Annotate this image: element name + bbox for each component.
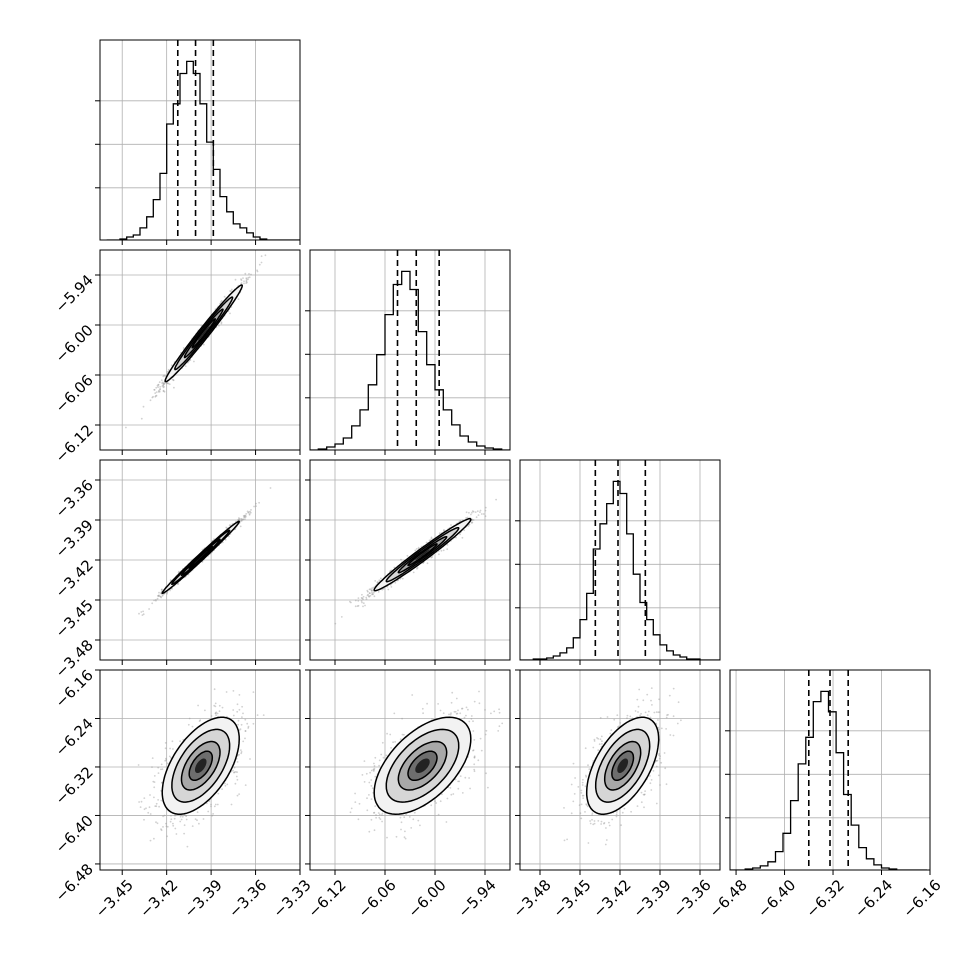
contour-line <box>385 728 460 803</box>
contour-line <box>164 284 243 383</box>
x-tick-label: −6.40 <box>754 876 799 921</box>
contour-line <box>174 296 234 371</box>
contour-line <box>594 728 651 803</box>
panel-frame <box>729 669 931 871</box>
x-tick-label: −6.16 <box>900 876 945 921</box>
contour-line <box>397 535 448 574</box>
x-tick-label: −3.42 <box>136 876 181 921</box>
panel-frame <box>309 669 511 871</box>
y-tick-label: −3.39 <box>52 516 97 561</box>
x-tick-label: −6.12 <box>305 876 350 921</box>
contour-line <box>180 538 221 577</box>
y-tick-label: −3.45 <box>52 596 97 641</box>
x-tick-label: −6.00 <box>405 876 450 921</box>
panel-frame <box>99 39 301 241</box>
histogram-step <box>520 480 720 660</box>
contour-line <box>603 740 642 791</box>
density-panel <box>349 690 504 840</box>
x-tick-label: −3.39 <box>181 876 226 921</box>
density-panel <box>137 688 265 848</box>
y-tick-label: −6.00 <box>52 321 97 366</box>
x-tick-label: −3.45 <box>550 876 595 921</box>
x-tick-label: −5.94 <box>455 876 500 921</box>
contour-line <box>611 750 635 782</box>
x-tick-label: −6.32 <box>803 876 848 921</box>
histogram-step <box>310 270 510 450</box>
contour-line <box>171 728 231 803</box>
x-tick-label: −6.06 <box>355 876 400 921</box>
contour-line <box>373 716 472 815</box>
contour-line <box>188 545 214 569</box>
x-tick-label: −3.33 <box>270 876 315 921</box>
histogram-step <box>106 60 300 240</box>
contour-line <box>171 529 231 586</box>
contour-line <box>373 517 472 592</box>
contour-line <box>191 317 217 349</box>
y-tick-label: −6.06 <box>52 371 97 416</box>
contour-line <box>180 740 221 791</box>
density-panel <box>334 498 497 625</box>
contour-line <box>585 716 660 815</box>
density-panel <box>125 254 267 429</box>
histogram-step <box>730 690 927 870</box>
y-tick-label: −3.42 <box>52 556 97 601</box>
x-tick-label: −3.48 <box>510 876 555 921</box>
y-tick-label: −6.32 <box>52 763 97 808</box>
panel-frame <box>309 249 511 451</box>
y-tick-label: −6.40 <box>52 812 97 857</box>
x-tick-label: −3.45 <box>92 876 137 921</box>
panel-frame <box>99 669 301 871</box>
x-tick-label: −3.42 <box>590 876 635 921</box>
contour-line <box>397 740 448 791</box>
density-panel <box>138 487 272 616</box>
contour-line <box>385 526 460 583</box>
y-tick-label: −6.48 <box>52 860 97 905</box>
data-layer <box>106 40 927 870</box>
contour-line <box>188 750 214 782</box>
contour-line <box>161 716 240 815</box>
x-tick-label: −3.36 <box>225 876 270 921</box>
y-tick-label: −6.24 <box>52 715 97 760</box>
y-tick-label: −5.94 <box>52 271 97 316</box>
contour-line <box>407 750 438 782</box>
x-tick-label: −3.36 <box>670 876 715 921</box>
y-tick-label: −6.12 <box>52 421 97 466</box>
x-tick-label: −3.39 <box>630 876 675 921</box>
panel-bg <box>100 40 300 240</box>
y-tick-label: −3.36 <box>52 476 97 521</box>
panel-frame <box>99 249 301 451</box>
contour-line <box>183 308 224 359</box>
panel-bg <box>100 250 300 450</box>
contour-line <box>407 543 438 567</box>
x-tick-label: −6.48 <box>706 876 751 921</box>
grid-layer <box>100 40 930 870</box>
frame-layer <box>95 39 931 875</box>
contour-line <box>161 520 240 595</box>
x-tick-label: −6.24 <box>851 876 896 921</box>
density-panel <box>563 687 682 846</box>
